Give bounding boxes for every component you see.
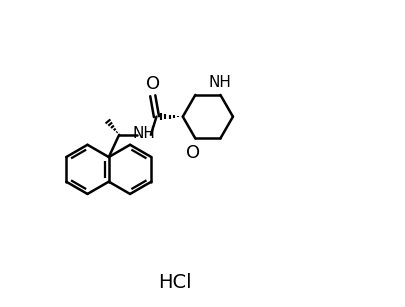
Text: NH: NH xyxy=(132,126,155,142)
Text: NH: NH xyxy=(209,75,232,90)
Text: HCl: HCl xyxy=(158,273,192,292)
Text: O: O xyxy=(186,144,200,161)
Text: O: O xyxy=(146,75,160,93)
